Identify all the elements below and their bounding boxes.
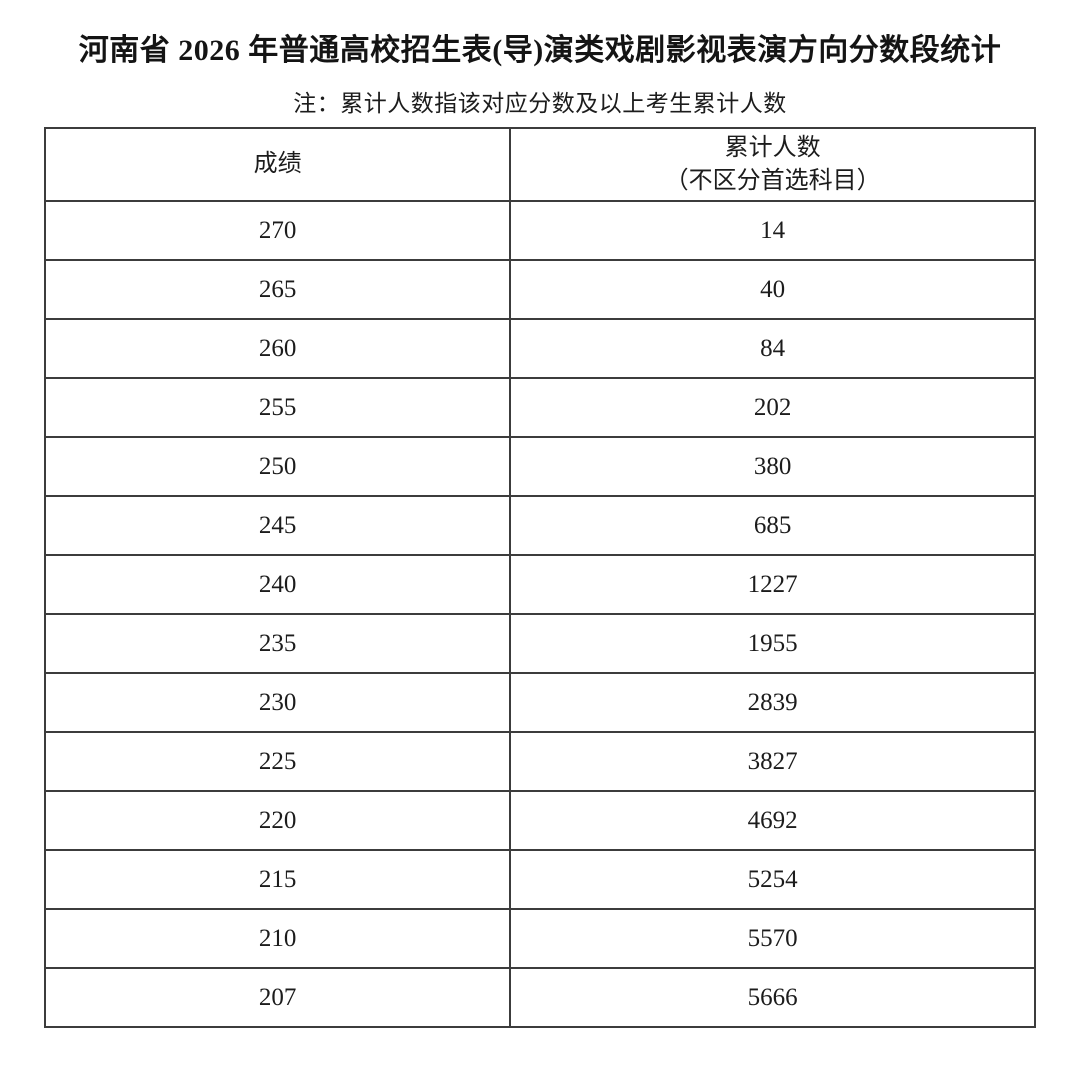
score-cell: 255: [43, 377, 512, 438]
table-row: 207 5666: [43, 967, 1036, 1028]
cumulative-count-cell: 2839: [509, 672, 1036, 733]
header-cumulative-count: 累计人数 （不区分首选科目）: [509, 127, 1036, 202]
header-score: 成绩: [43, 127, 512, 202]
table-row: 240 1227: [43, 554, 1036, 615]
score-cell: 207: [43, 967, 512, 1028]
cumulative-count-cell: 1955: [509, 613, 1036, 674]
score-cell: 270: [43, 200, 512, 261]
table-row: 215 5254: [43, 849, 1036, 910]
table-row: 235 1955: [43, 613, 1036, 674]
cumulative-count-cell: 380: [509, 436, 1036, 497]
header-cumulative-line2: （不区分首选科目）: [664, 167, 881, 194]
cumulative-count-cell: 1227: [509, 554, 1036, 615]
cumulative-count-cell: 84: [509, 318, 1036, 379]
table-row: 250 380: [43, 436, 1036, 497]
table-row: 245 685: [43, 495, 1036, 556]
score-cell: 240: [43, 554, 512, 615]
score-cell: 215: [43, 849, 512, 910]
cumulative-count-cell: 685: [509, 495, 1036, 556]
score-cell: 265: [43, 259, 512, 320]
table-row: 270 14: [43, 200, 1036, 261]
table-note: 注：累计人数指该对应分数及以上考生累计人数: [293, 91, 787, 116]
score-cell: 210: [43, 908, 512, 969]
cumulative-count-cell: 5666: [509, 967, 1036, 1028]
cumulative-count-cell: 202: [509, 377, 1036, 438]
score-cell: 260: [43, 318, 512, 379]
score-cell: 220: [43, 790, 512, 851]
cumulative-count-cell: 5254: [509, 849, 1036, 910]
table-row: 225 3827: [43, 731, 1036, 792]
cumulative-count-cell: 14: [509, 200, 1036, 261]
cumulative-count-cell: 3827: [509, 731, 1036, 792]
cumulative-count-cell: 40: [509, 259, 1036, 320]
cumulative-count-cell: 5570: [509, 908, 1036, 969]
score-cell: 250: [43, 436, 512, 497]
score-cell: 230: [43, 672, 512, 733]
score-table: 成绩 累计人数 （不区分首选科目） 270 14 265 40 260 84 255 202 2…: [43, 127, 1036, 1028]
page-title: 河南省 2026 年普通高校招生表(导)演类戏剧影视表演方向分数段统计: [78, 34, 1002, 67]
table-header-row: 成绩 累计人数 （不区分首选科目）: [43, 127, 1036, 202]
score-cell: 225: [43, 731, 512, 792]
table-row: 265 40: [43, 259, 1036, 320]
table-row: 255 202: [43, 377, 1036, 438]
table-row: 210 5570: [43, 908, 1036, 969]
score-cell: 245: [43, 495, 512, 556]
table-row: 230 2839: [43, 672, 1036, 733]
header-cumulative-line1: 累计人数: [724, 135, 821, 162]
score-cell: 235: [43, 613, 512, 674]
table-row: 260 84: [43, 318, 1036, 379]
cumulative-count-cell: 4692: [509, 790, 1036, 851]
table-row: 220 4692: [43, 790, 1036, 851]
